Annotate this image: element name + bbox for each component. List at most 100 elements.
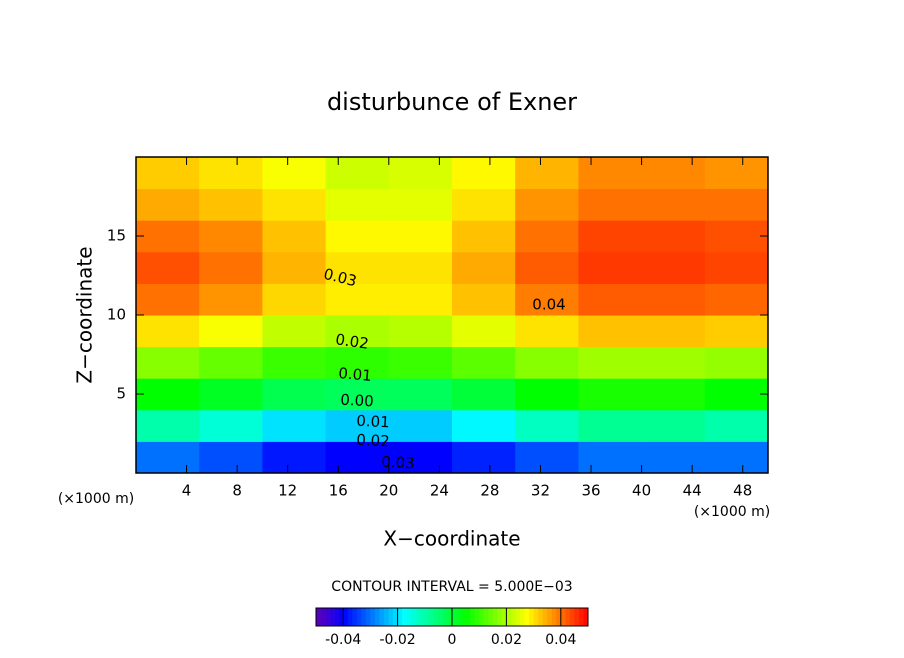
field-cell	[325, 188, 390, 221]
colorbar-swatch	[384, 608, 389, 626]
field-cell	[515, 409, 579, 442]
colorbar-swatch	[365, 608, 371, 626]
colorbar-swatch	[556, 608, 562, 626]
field-cell	[325, 378, 390, 411]
field-cell	[452, 409, 516, 442]
x-tick-label: 16	[329, 482, 348, 500]
colorbar-swatch	[356, 608, 362, 626]
field-cell	[388, 378, 453, 411]
field-cell	[325, 220, 390, 253]
field-cell	[641, 283, 706, 316]
field-cell	[452, 378, 516, 411]
field-cell	[388, 188, 453, 221]
field-cell	[262, 378, 327, 411]
field-cell	[388, 441, 453, 474]
colorbar-swatch	[574, 608, 580, 626]
field-cell	[325, 157, 390, 190]
contour-label: 0.01	[338, 364, 373, 385]
colorbar-swatch	[361, 608, 367, 626]
field-cell	[641, 315, 706, 348]
colorbar-swatch	[397, 608, 403, 626]
field-cell	[136, 441, 200, 474]
y-tick-label: 15	[107, 227, 126, 245]
colorbar-swatch	[524, 608, 530, 626]
field-cell	[452, 220, 516, 253]
field-cell	[388, 220, 453, 253]
x-tick-label: 44	[683, 482, 702, 500]
field-cell	[262, 346, 327, 379]
colorbar-swatch	[456, 608, 462, 626]
colorbar-swatch	[529, 608, 534, 626]
field-cell	[704, 283, 769, 316]
field-cell	[452, 441, 516, 474]
field-cell	[325, 409, 390, 442]
colorbar-swatch	[442, 608, 448, 626]
colorbar-swatch	[420, 608, 426, 626]
colorbar-swatch	[374, 608, 380, 626]
field-cell	[641, 157, 706, 190]
field-cell	[136, 409, 200, 442]
field-cell	[325, 315, 390, 348]
colorbar-swatch	[415, 608, 421, 626]
colorbar-swatch	[347, 608, 353, 626]
contour-label: 0.04	[532, 296, 565, 314]
field-cell	[704, 315, 769, 348]
field-cell	[262, 251, 327, 284]
field-cell	[199, 346, 263, 379]
colorbar-swatch	[497, 608, 503, 626]
field-cell	[578, 378, 643, 411]
field-cell	[704, 188, 769, 221]
colorbar-swatch	[447, 608, 453, 626]
field-cell	[136, 157, 200, 190]
y-tick-label: 10	[107, 306, 126, 324]
colorbar-tick-label: 0.02	[491, 632, 522, 648]
field-cell	[704, 441, 769, 474]
contour-label: 0.01	[356, 412, 390, 432]
field-cell	[641, 346, 706, 379]
contour-interval: CONTOUR INTERVAL = 5.000E−03	[331, 579, 572, 595]
colorbar-swatch	[578, 608, 584, 626]
field-cell	[704, 157, 769, 190]
field-cell	[578, 283, 643, 316]
colorbar-swatch	[433, 608, 439, 626]
field-cell	[515, 220, 579, 253]
field-cell	[136, 378, 200, 411]
colorbar-swatch	[316, 608, 321, 626]
colorbar-swatch	[424, 608, 430, 626]
field-cell	[199, 315, 263, 348]
field-cell	[578, 220, 643, 253]
field-cell	[199, 441, 263, 474]
field-cell	[262, 283, 327, 316]
field-cell	[262, 188, 327, 221]
colorbar-swatch	[533, 608, 539, 626]
colorbar-tick-label: -0.04	[325, 632, 361, 648]
field-cell	[199, 251, 263, 284]
x-axis-label: X−coordinate	[383, 527, 520, 551]
field-cell	[452, 188, 516, 221]
field-cell	[641, 409, 706, 442]
y-unit: (×1000 m)	[58, 491, 134, 507]
x-tick-label: 28	[480, 482, 499, 500]
field-cell	[704, 251, 769, 284]
field-cell	[199, 378, 263, 411]
field-cell	[452, 346, 516, 379]
field-cell	[704, 346, 769, 379]
colorbar-swatch	[452, 608, 457, 626]
colorbar-swatch	[501, 608, 507, 626]
field-cell	[388, 157, 453, 190]
field-cell	[325, 283, 390, 316]
field-cell	[388, 409, 453, 442]
colorbar-swatch	[411, 608, 417, 626]
field-cell	[704, 220, 769, 253]
field-cell	[262, 441, 327, 474]
field-cell	[388, 283, 453, 316]
x-tick-label: 40	[632, 482, 651, 500]
x-tick-label: 48	[733, 482, 752, 500]
field-cell	[578, 315, 643, 348]
field-cell	[325, 251, 390, 284]
field-cell	[704, 409, 769, 442]
colorbar-swatch	[343, 608, 349, 626]
field-cell	[262, 315, 327, 348]
x-tick-label: 20	[379, 482, 398, 500]
field-cell	[515, 283, 579, 316]
